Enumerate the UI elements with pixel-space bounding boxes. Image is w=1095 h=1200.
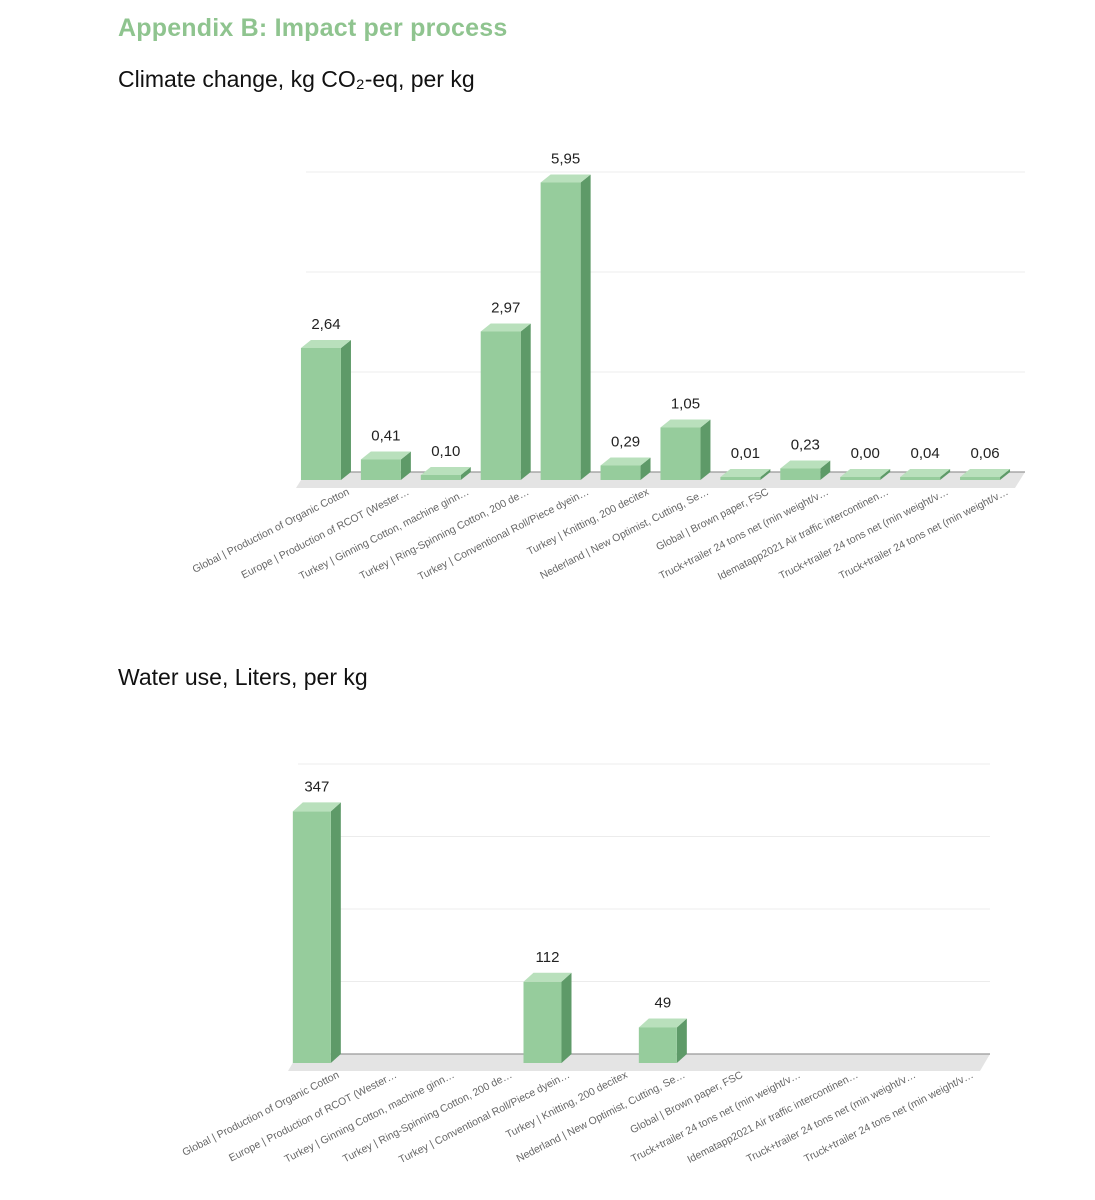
bar-top [840,469,891,477]
bar-front [960,477,1001,480]
bar-front [660,427,701,480]
data-label: 0,01 [731,445,760,462]
bar [638,1018,687,1063]
bar [840,469,891,480]
page-heading: Appendix B: Impact per process [118,14,508,42]
data-label: 0,41 [371,428,400,445]
bar-top [720,469,771,477]
data-label: 5,95 [551,151,580,168]
bar [292,802,341,1063]
chart-title-climate: Climate change, kg CO₂-eq, per kg [118,66,475,92]
bar-side [760,469,771,480]
data-label: 49 [654,994,671,1011]
bar [600,457,651,480]
bar-front [420,475,461,480]
data-label: 0,10 [431,443,460,460]
bar-top [900,469,951,477]
bar-side [520,323,531,480]
bar-side [561,972,572,1063]
bar-front [840,477,881,480]
bar-front [300,348,341,480]
bar-front [292,811,331,1063]
data-label: 0,23 [791,437,820,454]
bar-side [700,419,711,480]
bar-front [360,459,401,480]
data-label: 0,00 [851,445,880,462]
bar-side [880,469,891,480]
bar [660,419,711,480]
bar [900,469,951,480]
bar [960,469,1011,480]
data-label: 0,29 [611,434,640,451]
data-label: 0,04 [911,445,940,462]
bar-side [820,460,831,480]
bar [420,467,471,480]
bar-front [638,1027,677,1063]
bar-top [420,467,471,475]
bar-front [900,477,941,480]
bar-side [640,457,651,480]
bar-front [600,465,641,480]
bar-top [360,451,411,460]
bar-side [340,340,351,480]
bar-top [960,469,1011,477]
bar-side [460,467,471,480]
bar [780,460,831,480]
bar-top [600,457,651,466]
bar [300,340,351,480]
bar-front [480,331,521,480]
bar-front [780,468,821,480]
bar-side [676,1018,687,1063]
bar [523,972,572,1063]
bar-side [940,469,951,480]
bar-top [292,802,341,812]
data-label: 1,05 [671,396,700,413]
bar-top [638,1018,687,1028]
data-label: 347 [304,778,329,795]
bar-top [540,174,591,183]
bar-side [580,174,591,480]
data-label: 112 [536,949,560,966]
bar-side [1000,469,1011,480]
bar-top [300,340,351,348]
bar [480,323,531,480]
bar-top [480,323,531,332]
bar-front [540,182,581,480]
data-label: 2,64 [311,316,340,333]
bar-top [523,972,572,982]
bar [720,469,771,480]
chart-title-water: Water use, Liters, per kg [118,664,368,690]
bar-top [780,460,831,469]
data-label: 2,97 [491,300,520,317]
bar-top [660,419,711,428]
bar-side [400,451,411,480]
bar [360,451,411,480]
bar-side [330,802,341,1063]
data-label: 0,06 [970,445,999,462]
bar [540,174,591,480]
bar-front [523,981,562,1063]
bar-front [720,477,761,480]
